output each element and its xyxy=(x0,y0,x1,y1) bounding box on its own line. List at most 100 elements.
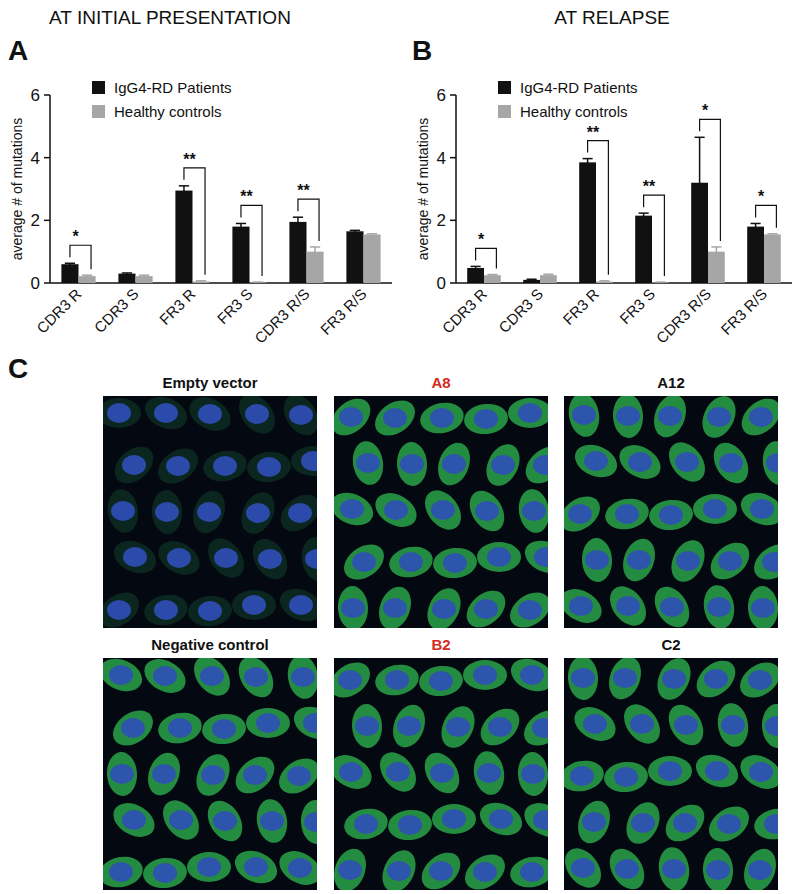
nucleus xyxy=(473,862,497,882)
cell xyxy=(372,661,421,699)
nucleus xyxy=(154,403,178,423)
nucleus xyxy=(704,669,728,689)
cell xyxy=(518,796,548,844)
significance-label: ** xyxy=(183,151,196,168)
micrograph xyxy=(323,653,571,894)
nucleus xyxy=(430,408,454,428)
nucleus xyxy=(662,669,686,689)
nucleus xyxy=(615,504,639,524)
nucleus xyxy=(291,667,315,687)
nucleus xyxy=(475,501,499,521)
nucleus xyxy=(339,762,363,782)
panel-c: CEmpty vectorA8A12Negative controlB2C2 xyxy=(8,353,800,894)
nucleus xyxy=(339,407,363,427)
y-tick xyxy=(450,282,456,284)
error-bar xyxy=(471,266,481,269)
cell xyxy=(415,845,468,890)
nucleus xyxy=(487,547,511,567)
cell xyxy=(475,797,527,842)
nucleus xyxy=(386,762,410,782)
cell xyxy=(109,535,161,580)
legend-label: IgG4-RD Patients xyxy=(520,79,638,96)
cell xyxy=(337,537,390,587)
cell xyxy=(376,845,422,890)
legend: IgG4-RD PatientsHealthy controls xyxy=(92,79,232,120)
panel-letter: C xyxy=(8,353,28,384)
x-tick-label: FR3 S xyxy=(214,285,256,327)
nucleus xyxy=(750,499,774,519)
cell xyxy=(138,658,191,700)
nucleus xyxy=(257,457,281,477)
nucleus xyxy=(748,860,772,880)
x-tick-label: FR3 S xyxy=(616,285,658,327)
nucleus xyxy=(442,454,466,474)
cell xyxy=(662,435,713,488)
cell xyxy=(373,745,424,798)
significance-bracket: ** xyxy=(643,178,665,276)
nucleus xyxy=(676,551,700,571)
cell xyxy=(334,396,377,443)
cell xyxy=(291,446,317,476)
legend-swatch xyxy=(92,81,105,94)
cell xyxy=(334,658,377,705)
bracket xyxy=(644,195,665,276)
nucleus xyxy=(244,667,268,687)
nucleus xyxy=(399,552,423,572)
nucleus xyxy=(400,454,424,474)
nucleus xyxy=(570,766,594,786)
error-bar xyxy=(751,223,761,229)
nucleus xyxy=(615,859,639,879)
nucleus xyxy=(571,858,595,878)
cell xyxy=(141,591,190,628)
cell xyxy=(108,439,161,491)
bar xyxy=(346,231,363,283)
cell xyxy=(736,487,778,532)
nucleus xyxy=(341,598,365,618)
nucleus xyxy=(442,809,466,829)
legend-swatch xyxy=(92,105,105,118)
significance-bracket: ** xyxy=(183,151,205,275)
cell xyxy=(289,701,317,746)
nucleus xyxy=(491,455,515,475)
chart: AT INITIAL PRESENTATIONAaverage # of mut… xyxy=(8,7,392,347)
cell xyxy=(103,585,146,628)
bracket xyxy=(184,168,205,275)
micrograph xyxy=(557,652,800,894)
nucleus xyxy=(110,764,134,784)
cell xyxy=(691,749,743,794)
cell xyxy=(566,396,603,439)
cell xyxy=(373,582,416,628)
cell xyxy=(662,698,711,751)
nucleus xyxy=(243,765,267,785)
cell xyxy=(735,396,778,443)
cell xyxy=(747,585,778,628)
cell xyxy=(567,658,599,701)
nucleus xyxy=(658,761,682,781)
cell xyxy=(656,845,693,890)
figure: AT INITIAL PRESENTATIONAaverage # of mut… xyxy=(0,0,800,894)
significance-bracket: * xyxy=(756,188,777,227)
nucleus xyxy=(303,713,317,733)
nucleus xyxy=(572,405,596,425)
cell xyxy=(751,805,778,843)
cell xyxy=(564,582,608,628)
nucleus xyxy=(662,859,686,879)
cell xyxy=(235,487,281,540)
error-bar xyxy=(179,186,189,195)
error-bar xyxy=(711,247,721,256)
y-tick xyxy=(450,157,456,159)
cell xyxy=(602,495,651,533)
cell xyxy=(105,487,142,535)
cell xyxy=(387,808,434,842)
cell xyxy=(564,489,607,539)
bar xyxy=(579,162,596,283)
significance-bracket: ** xyxy=(587,124,609,275)
error-bar xyxy=(139,275,149,277)
nucleus xyxy=(582,812,606,832)
image-label: A12 xyxy=(657,374,685,391)
y-tick-label: 4 xyxy=(31,149,40,168)
nucleus xyxy=(153,666,177,686)
nucleus xyxy=(628,452,652,472)
cell xyxy=(617,697,668,750)
significance-label: * xyxy=(478,231,485,248)
